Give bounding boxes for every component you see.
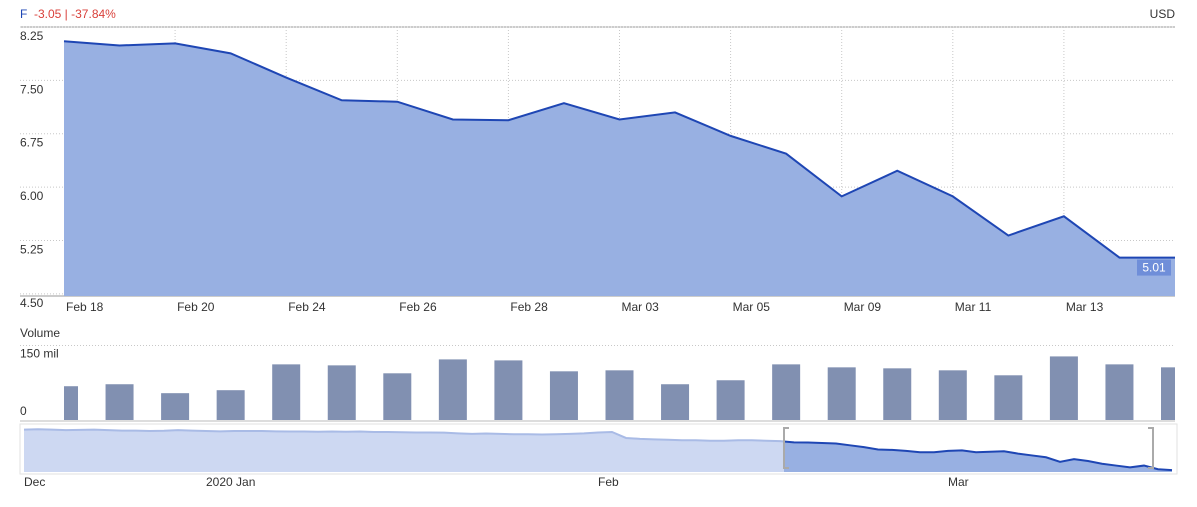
- ticker: F: [20, 7, 27, 21]
- volume-bar: [1105, 364, 1134, 420]
- line: [63, 40, 1175, 259]
- last-value-box: [1137, 259, 1171, 276]
- volume-bar: [216, 390, 245, 420]
- x-tick-label: Feb 28: [510, 300, 548, 314]
- volume-bar: [938, 370, 967, 420]
- navigator-frame: [19, 423, 1178, 475]
- navigator-label: Mar: [948, 475, 969, 489]
- x-tick-label: Feb 26: [399, 300, 437, 314]
- x-tick-label: Mar 05: [733, 300, 771, 314]
- volume-bar: [105, 384, 134, 420]
- x-tick-label: Mar 09: [844, 300, 882, 314]
- line: [23, 428, 784, 443]
- area-fill: [784, 441, 1172, 472]
- area-group: [784, 440, 1173, 472]
- volume-bar: [549, 371, 578, 420]
- navigator-label: Dec: [24, 475, 45, 489]
- handle-right: [1148, 427, 1154, 469]
- area-group: [63, 40, 1175, 296]
- volume-bar: [827, 367, 856, 420]
- y-tick-label: 0: [20, 404, 27, 418]
- y-tick-label: 6.00: [20, 189, 44, 203]
- volume-bar: [883, 368, 912, 420]
- volume-bar: [161, 393, 190, 420]
- area-fill: [64, 41, 1175, 296]
- x-tick-label: Feb 18: [66, 300, 104, 314]
- area-group: [23, 428, 784, 472]
- x-tick-label: Mar 03: [622, 300, 660, 314]
- handle-left: [783, 427, 789, 469]
- volume-bars: [64, 356, 1175, 420]
- volume-bar: [1161, 367, 1175, 420]
- x-tick-label: Feb 20: [177, 300, 215, 314]
- volume-bar: [327, 365, 356, 420]
- volume-bar: [1049, 356, 1078, 420]
- last-value-label: 5.01: [1142, 261, 1166, 275]
- x-tick-label: Feb 24: [288, 300, 326, 314]
- change: -3.05 | -37.84%: [34, 7, 116, 21]
- x-tick-label: Mar 13: [1066, 300, 1104, 314]
- y-tick-label: 8.25: [20, 29, 44, 43]
- navigator-label: Feb: [598, 475, 619, 489]
- area-fill: [24, 429, 784, 472]
- volume-title: Volume: [20, 326, 60, 340]
- volume-bar: [272, 364, 301, 420]
- line: [784, 440, 1173, 472]
- currency: USD: [1150, 7, 1176, 21]
- volume-bar: [494, 360, 523, 420]
- volume-bar: [383, 373, 412, 420]
- y-tick-label: 4.50: [20, 296, 44, 310]
- volume-bar: [438, 359, 467, 420]
- volume-bar: [64, 386, 78, 420]
- volume-bar: [994, 375, 1023, 420]
- volume-bar: [772, 364, 801, 420]
- volume-bar: [605, 370, 634, 420]
- y-tick-label: 6.75: [20, 136, 44, 150]
- x-tick-label: Mar 11: [955, 300, 992, 314]
- y-tick-label: 5.25: [20, 242, 44, 256]
- navigator-label: 2020 Jan: [206, 475, 255, 489]
- volume-bar: [716, 380, 745, 420]
- volume-bar: [661, 384, 690, 420]
- y-tick-label: 7.50: [20, 82, 44, 96]
- y-tick-label: 150 mil: [20, 346, 59, 360]
